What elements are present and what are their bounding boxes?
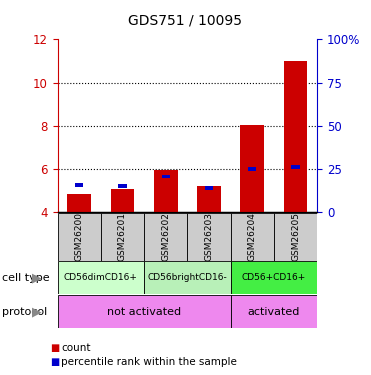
Bar	[291, 165, 300, 169]
Bar	[154, 170, 178, 212]
Bar	[144, 261, 231, 294]
Text: ▶: ▶	[32, 305, 41, 318]
Text: GSM26202: GSM26202	[161, 212, 170, 261]
Bar	[231, 261, 317, 294]
Text: count: count	[61, 343, 91, 352]
Text: activated: activated	[248, 307, 300, 316]
Bar	[111, 189, 134, 212]
Bar	[197, 186, 221, 212]
Bar	[118, 184, 127, 188]
Bar	[58, 261, 144, 294]
Bar	[58, 295, 231, 328]
Bar	[231, 295, 317, 328]
Text: GDS751 / 10095: GDS751 / 10095	[128, 13, 243, 27]
Bar	[75, 183, 83, 187]
Bar	[161, 175, 170, 178]
Text: GSM26205: GSM26205	[291, 212, 300, 261]
Text: GSM26203: GSM26203	[204, 212, 213, 261]
Bar	[274, 213, 317, 261]
Text: GSM26204: GSM26204	[248, 212, 257, 261]
Text: cell type: cell type	[2, 273, 49, 283]
Text: CD56brightCD16-: CD56brightCD16-	[148, 273, 227, 282]
Text: ■: ■	[50, 357, 59, 367]
Text: ▶: ▶	[32, 272, 41, 284]
Bar	[284, 61, 308, 212]
Text: not activated: not activated	[107, 307, 181, 316]
Text: protocol: protocol	[2, 307, 47, 316]
Text: percentile rank within the sample: percentile rank within the sample	[61, 357, 237, 367]
Bar	[231, 213, 274, 261]
Bar	[240, 124, 264, 212]
Text: GSM26200: GSM26200	[75, 212, 83, 261]
Bar	[205, 186, 213, 190]
Text: CD56dimCD16+: CD56dimCD16+	[64, 273, 138, 282]
Text: ■: ■	[50, 343, 59, 352]
Bar	[248, 167, 256, 171]
Bar	[101, 213, 144, 261]
Bar	[58, 213, 101, 261]
Bar	[67, 194, 91, 212]
Text: CD56+CD16+: CD56+CD16+	[242, 273, 306, 282]
Bar	[144, 213, 187, 261]
Bar	[187, 213, 231, 261]
Text: GSM26201: GSM26201	[118, 212, 127, 261]
